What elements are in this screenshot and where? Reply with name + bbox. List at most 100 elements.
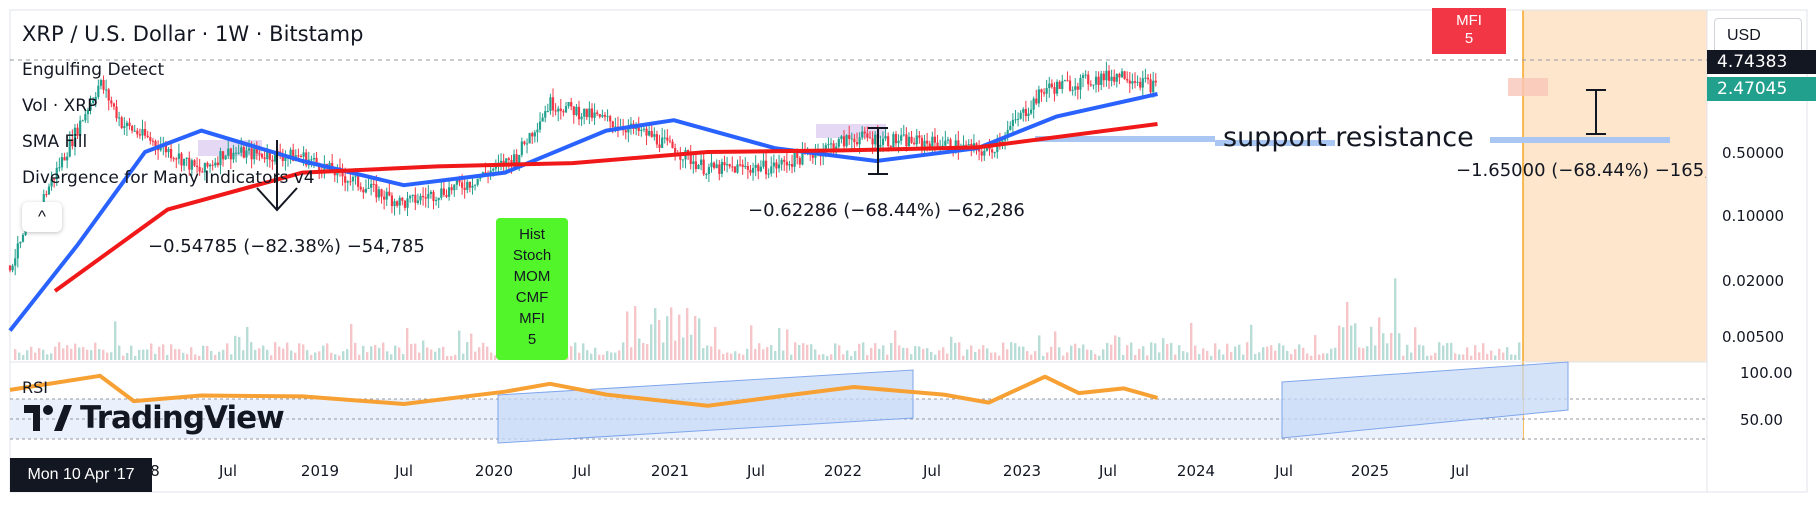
volume-bar: [130, 345, 133, 360]
volume-bar: [182, 352, 185, 360]
indicator-divergence-label[interactable]: Divergence for Many Indicators v4: [22, 168, 315, 188]
collapse-indicators-button[interactable]: ^: [22, 202, 62, 232]
candle-body: [949, 139, 952, 150]
volume-bar: [1158, 352, 1161, 360]
symbol-title[interactable]: XRP / U.S. Dollar · 1W · Bitstamp: [22, 22, 364, 46]
volume-bar: [1398, 333, 1401, 360]
volume-bar: [166, 354, 169, 360]
candle-body: [1063, 80, 1066, 82]
candle-body: [442, 188, 445, 195]
volume-bar: [618, 350, 621, 360]
candle-body: [177, 153, 180, 159]
measure-label-3[interactable]: −1.65000 (−68.44%) −165,0: [1456, 160, 1706, 181]
volume-bar: [1502, 352, 1505, 360]
volume-bar: [682, 337, 685, 360]
candle-body: [985, 146, 989, 151]
volume-bar: [914, 346, 917, 360]
candle-body: [471, 185, 474, 188]
volume-bar: [1294, 349, 1297, 360]
volume-bar: [1130, 342, 1133, 360]
rsi-tick-label: 50.00: [1740, 411, 1783, 429]
candle-body: [681, 159, 685, 161]
candle-body: [1079, 77, 1082, 90]
candle-body: [115, 106, 118, 119]
candle-body: [362, 189, 365, 193]
candle-body: [718, 164, 721, 174]
volume-bar: [1202, 348, 1205, 360]
candle-body: [814, 153, 817, 158]
candle-body: [411, 194, 414, 197]
volume-bar: [1094, 354, 1097, 360]
candle-body: [793, 152, 796, 167]
tradingview-logo[interactable]: TradingView: [24, 400, 285, 436]
candle-body: [728, 164, 731, 167]
support-resistance-label[interactable]: support resistance: [1223, 122, 1474, 153]
candle-body: [128, 122, 131, 127]
indicator-volume-label[interactable]: Vol · XRP: [22, 96, 98, 116]
volume-bar: [674, 340, 677, 360]
candle-body: [1058, 81, 1061, 89]
candle-body: [1115, 73, 1118, 82]
candle-body: [777, 164, 781, 169]
candle-body: [463, 187, 466, 190]
rsi-line: [9, 373, 1159, 408]
candle-body: [453, 184, 456, 191]
volume-bar: [930, 351, 933, 360]
measure-label-2[interactable]: −0.62286 (−68.44%) −62,286: [748, 200, 1025, 221]
volume-bar: [954, 342, 957, 360]
volume-bar: [898, 345, 901, 360]
candle-body: [97, 85, 100, 97]
volume-bar: [1242, 354, 1245, 360]
candle-body: [575, 106, 578, 115]
candle-body: [266, 152, 269, 160]
volume-bar: [1326, 353, 1329, 360]
candle-body: [733, 166, 736, 173]
currency-selector[interactable]: USD: [1714, 18, 1802, 54]
candle-body: [692, 161, 695, 164]
volume-bar: [1134, 355, 1137, 360]
candle-body: [744, 165, 747, 167]
volume-bar: [326, 343, 329, 360]
candle-body: [372, 183, 375, 185]
volume-bar: [210, 350, 213, 360]
candle-body: [845, 135, 848, 147]
volume-bar: [658, 320, 661, 360]
candle-body: [827, 144, 830, 146]
candle-body: [894, 134, 898, 144]
rsi-label[interactable]: RSI: [22, 378, 48, 397]
candle-body: [195, 165, 199, 167]
candle-body: [414, 194, 417, 203]
candle-body: [674, 148, 677, 156]
volume-bar: [290, 350, 293, 360]
candle-body: [1032, 98, 1035, 110]
volume-bar: [598, 354, 601, 360]
candle-body: [965, 144, 968, 146]
indicator-sma-fill-label[interactable]: SMA Fill: [22, 132, 88, 152]
candle-body: [383, 196, 386, 200]
volume-bar: [1254, 353, 1257, 360]
volume-bar: [626, 311, 629, 360]
candle-body: [1154, 80, 1157, 83]
candle-body: [1066, 80, 1069, 82]
volume-bar: [1106, 342, 1109, 360]
candle-body: [941, 145, 944, 147]
candle-body: [650, 130, 653, 137]
candle-body: [284, 157, 287, 161]
candle-body: [346, 181, 349, 183]
candle-body: [1019, 112, 1022, 119]
measure-label-1[interactable]: −0.54785 (−82.38%) −54,785: [148, 236, 425, 257]
candle-body: [167, 148, 170, 153]
candle-body: [333, 171, 336, 176]
candle-body: [993, 152, 996, 154]
candle-body: [637, 124, 640, 132]
candle-body: [593, 112, 596, 118]
volume-bar: [66, 345, 69, 360]
candle-body: [1014, 119, 1017, 121]
volume-bar: [710, 346, 713, 360]
indicator-engulfing-label[interactable]: Engulfing Detect: [22, 60, 165, 80]
volume-bar: [1330, 348, 1333, 360]
candle-body: [354, 176, 357, 178]
volume-bar: [770, 344, 773, 360]
